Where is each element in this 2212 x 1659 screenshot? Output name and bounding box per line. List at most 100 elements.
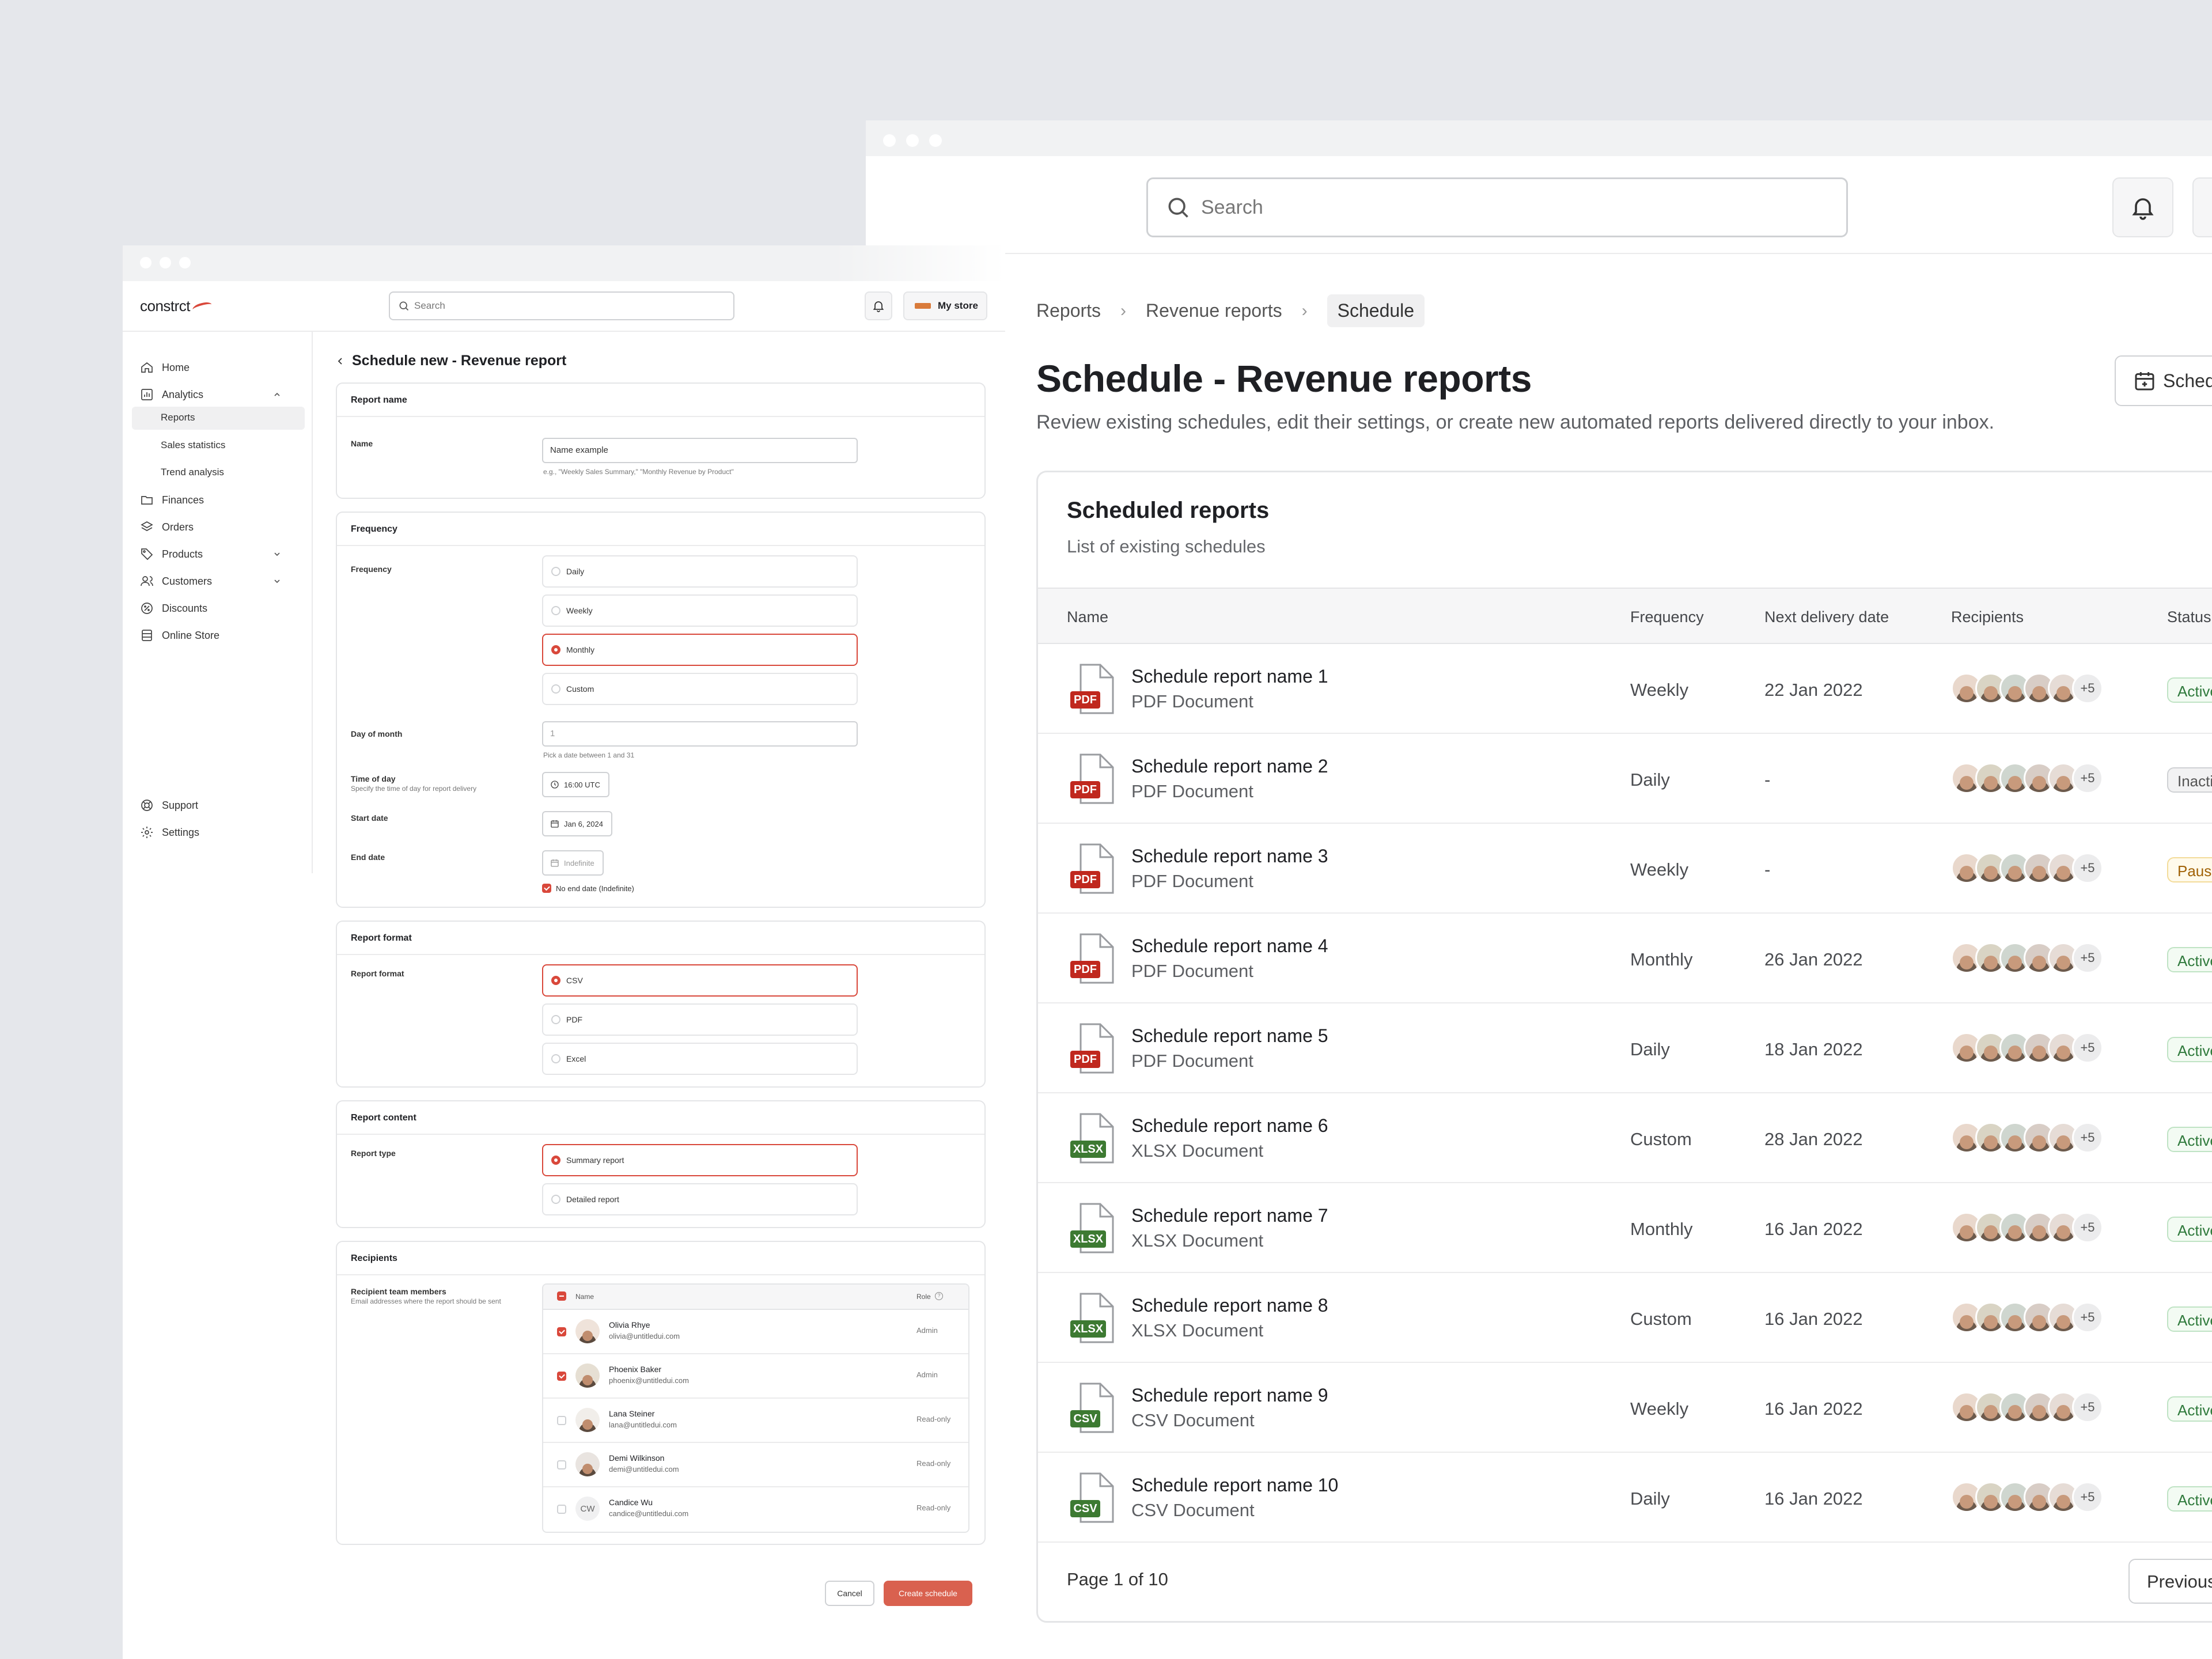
report-name[interactable]: Schedule report name 9 — [1131, 1385, 1328, 1406]
sidebar-item-orders[interactable]: Orders — [140, 517, 296, 537]
column-next-delivery[interactable]: Next delivery date — [1764, 608, 1889, 626]
recipient-row[interactable]: CW Candice Wu candice@untitledui.com Rea… — [543, 1487, 968, 1532]
end-date-picker[interactable]: Indefinite — [542, 850, 604, 876]
table-row[interactable]: XLSX Schedule report name 8 XLSX Documen… — [1038, 1273, 2212, 1363]
sidebar-item-online-store[interactable]: Online Store — [140, 625, 296, 646]
breadcrumb-reports[interactable]: Reports — [1036, 300, 1101, 321]
recipients-avatars[interactable]: +5 — [1951, 1122, 2103, 1153]
recipient-checkbox[interactable] — [557, 1460, 566, 1469]
account-button[interactable] — [2192, 177, 2212, 237]
window-controls[interactable] — [883, 134, 942, 147]
sidebar-item-analytics[interactable]: Analytics — [140, 384, 296, 405]
type-option-detailed[interactable]: Detailed report — [542, 1183, 858, 1215]
recipient-checkbox[interactable] — [557, 1372, 566, 1381]
recipient-row[interactable]: Demi Wilkinson demi@untitledui.com Read-… — [543, 1443, 968, 1487]
notifications-button[interactable] — [2112, 177, 2173, 237]
recipients-avatars[interactable]: +5 — [1951, 763, 2103, 794]
recipient-checkbox[interactable] — [557, 1327, 566, 1336]
column-recipients[interactable]: Recipients — [1951, 608, 2024, 626]
table-row[interactable]: PDF Schedule report name 4 PDF Document … — [1038, 914, 2212, 1003]
format-option-excel[interactable]: Excel — [542, 1043, 858, 1075]
sidebar-item-finances[interactable]: Finances — [140, 490, 296, 510]
time-of-day-picker[interactable]: 16:00 UTC — [542, 772, 609, 797]
report-name[interactable]: Schedule report name 8 — [1131, 1295, 1328, 1316]
recipients-avatars[interactable]: +5 — [1951, 1482, 2103, 1513]
option-label: Excel — [566, 1054, 586, 1063]
sidebar-item-customers[interactable]: Customers — [140, 571, 296, 592]
table-row[interactable]: XLSX Schedule report name 6 XLSX Documen… — [1038, 1093, 2212, 1183]
help-icon[interactable]: ? — [935, 1292, 943, 1300]
table-row[interactable]: CSV Schedule report name 9 CSV Document … — [1038, 1363, 2212, 1453]
sidebar-item-products[interactable]: Products — [140, 544, 296, 565]
select-all-checkbox[interactable] — [557, 1291, 566, 1301]
sidebar-item-discounts[interactable]: Discounts — [140, 598, 296, 619]
avatar — [1975, 1032, 2006, 1063]
recipient-name: Candice Wu — [609, 1498, 653, 1507]
breadcrumb-schedule[interactable]: Schedule — [1327, 294, 1425, 327]
recipients-avatars[interactable]: +5 — [1951, 1212, 2103, 1243]
field-label: Report format — [351, 969, 404, 978]
report-name[interactable]: Schedule report name 10 — [1131, 1475, 1339, 1495]
window-controls[interactable] — [140, 257, 191, 268]
report-name[interactable]: Schedule report name 5 — [1131, 1025, 1328, 1046]
create-schedule-button[interactable]: Create schedule — [884, 1581, 972, 1606]
frequency-option-weekly[interactable]: Weekly — [542, 594, 858, 627]
store-switcher[interactable]: My store — [903, 291, 987, 320]
back-link[interactable]: Schedule new - Revenue report — [336, 353, 566, 369]
frequency-option-monthly[interactable]: Monthly — [542, 634, 858, 666]
sidebar-item-home[interactable]: Home — [140, 357, 296, 378]
column-name[interactable]: Name — [1067, 608, 1109, 626]
recipient-row[interactable]: Phoenix Baker phoenix@untitledui.com Adm… — [543, 1354, 968, 1399]
table-row[interactable]: XLSX Schedule report name 7 XLSX Documen… — [1038, 1183, 2212, 1273]
sidebar-item-trend-analysis[interactable]: Trend analysis — [161, 467, 224, 478]
recipients-avatars[interactable]: +5 — [1951, 673, 2103, 704]
search-input[interactable]: Search — [1146, 177, 1848, 237]
cancel-button[interactable]: Cancel — [825, 1581, 874, 1606]
recipients-avatars[interactable]: +5 — [1951, 1302, 2103, 1333]
report-name-input[interactable]: Name example — [542, 438, 858, 463]
report-name[interactable]: Schedule report name 4 — [1131, 935, 1328, 956]
no-end-date-checkbox[interactable]: No end date (Indefinite) — [542, 884, 634, 893]
recipient-checkbox[interactable] — [557, 1416, 566, 1425]
recipients-avatars[interactable]: +5 — [1951, 1392, 2103, 1423]
report-name[interactable]: Schedule report name 2 — [1131, 756, 1328, 777]
search-input[interactable]: Search — [389, 291, 734, 320]
recipient-checkbox[interactable] — [557, 1505, 566, 1514]
table-row[interactable]: PDF Schedule report name 5 PDF Document … — [1038, 1003, 2212, 1093]
report-name[interactable]: Schedule report name 3 — [1131, 846, 1328, 866]
table-row[interactable]: PDF Schedule report name 3 PDF Document … — [1038, 824, 2212, 914]
format-option-pdf[interactable]: PDF — [542, 1003, 858, 1036]
type-option-summary[interactable]: Summary report — [542, 1144, 858, 1176]
recipient-row[interactable]: Lana Steiner lana@untitledui.com Read-on… — [543, 1399, 968, 1443]
table-row[interactable]: PDF Schedule report name 1 PDF Document … — [1038, 644, 2212, 734]
sidebar-item-settings[interactable]: Settings — [140, 822, 296, 843]
report-name[interactable]: Schedule report name 1 — [1131, 666, 1328, 687]
frequency-option-custom[interactable]: Custom — [542, 673, 858, 705]
recipients-avatars[interactable]: +5 — [1951, 1032, 2103, 1063]
logo[interactable]: constrct — [140, 297, 213, 315]
frequency-option-daily[interactable]: Daily — [542, 555, 858, 588]
recipients-avatars[interactable]: +5 — [1951, 942, 2103, 974]
top-bar: Search — [866, 156, 2212, 254]
new-schedule-button[interactable]: Schedule — [2115, 355, 2212, 406]
sidebar-item-support[interactable]: Support — [140, 795, 296, 816]
avatar — [2048, 1032, 2079, 1063]
report-name[interactable]: Schedule report name 6 — [1131, 1115, 1328, 1136]
format-option-csv[interactable]: CSV — [542, 964, 858, 997]
day-of-month-input[interactable]: 1 — [542, 721, 858, 747]
section-title: Report content — [337, 1101, 984, 1135]
breadcrumb-revenue-reports[interactable]: Revenue reports — [1146, 300, 1282, 321]
table-row[interactable]: CSV Schedule report name 10 CSV Document… — [1038, 1453, 2212, 1543]
recipient-row[interactable]: Olivia Rhye olivia@untitledui.com Admin — [543, 1310, 968, 1354]
sidebar-item-label: Discounts — [162, 602, 208, 614]
column-frequency[interactable]: Frequency — [1630, 608, 1704, 626]
table-row[interactable]: PDF Schedule report name 2 PDF Document … — [1038, 734, 2212, 824]
sidebar-item-reports[interactable]: Reports — [132, 407, 305, 430]
sidebar-item-sales-statistics[interactable]: Sales statistics — [161, 440, 226, 450]
previous-button[interactable]: Previous — [2128, 1559, 2212, 1604]
column-status[interactable]: Status — [2167, 608, 2211, 626]
report-name[interactable]: Schedule report name 7 — [1131, 1205, 1328, 1226]
recipients-avatars[interactable]: +5 — [1951, 853, 2103, 884]
notifications-button[interactable] — [865, 291, 892, 320]
start-date-picker[interactable]: Jan 6, 2024 — [542, 811, 612, 836]
